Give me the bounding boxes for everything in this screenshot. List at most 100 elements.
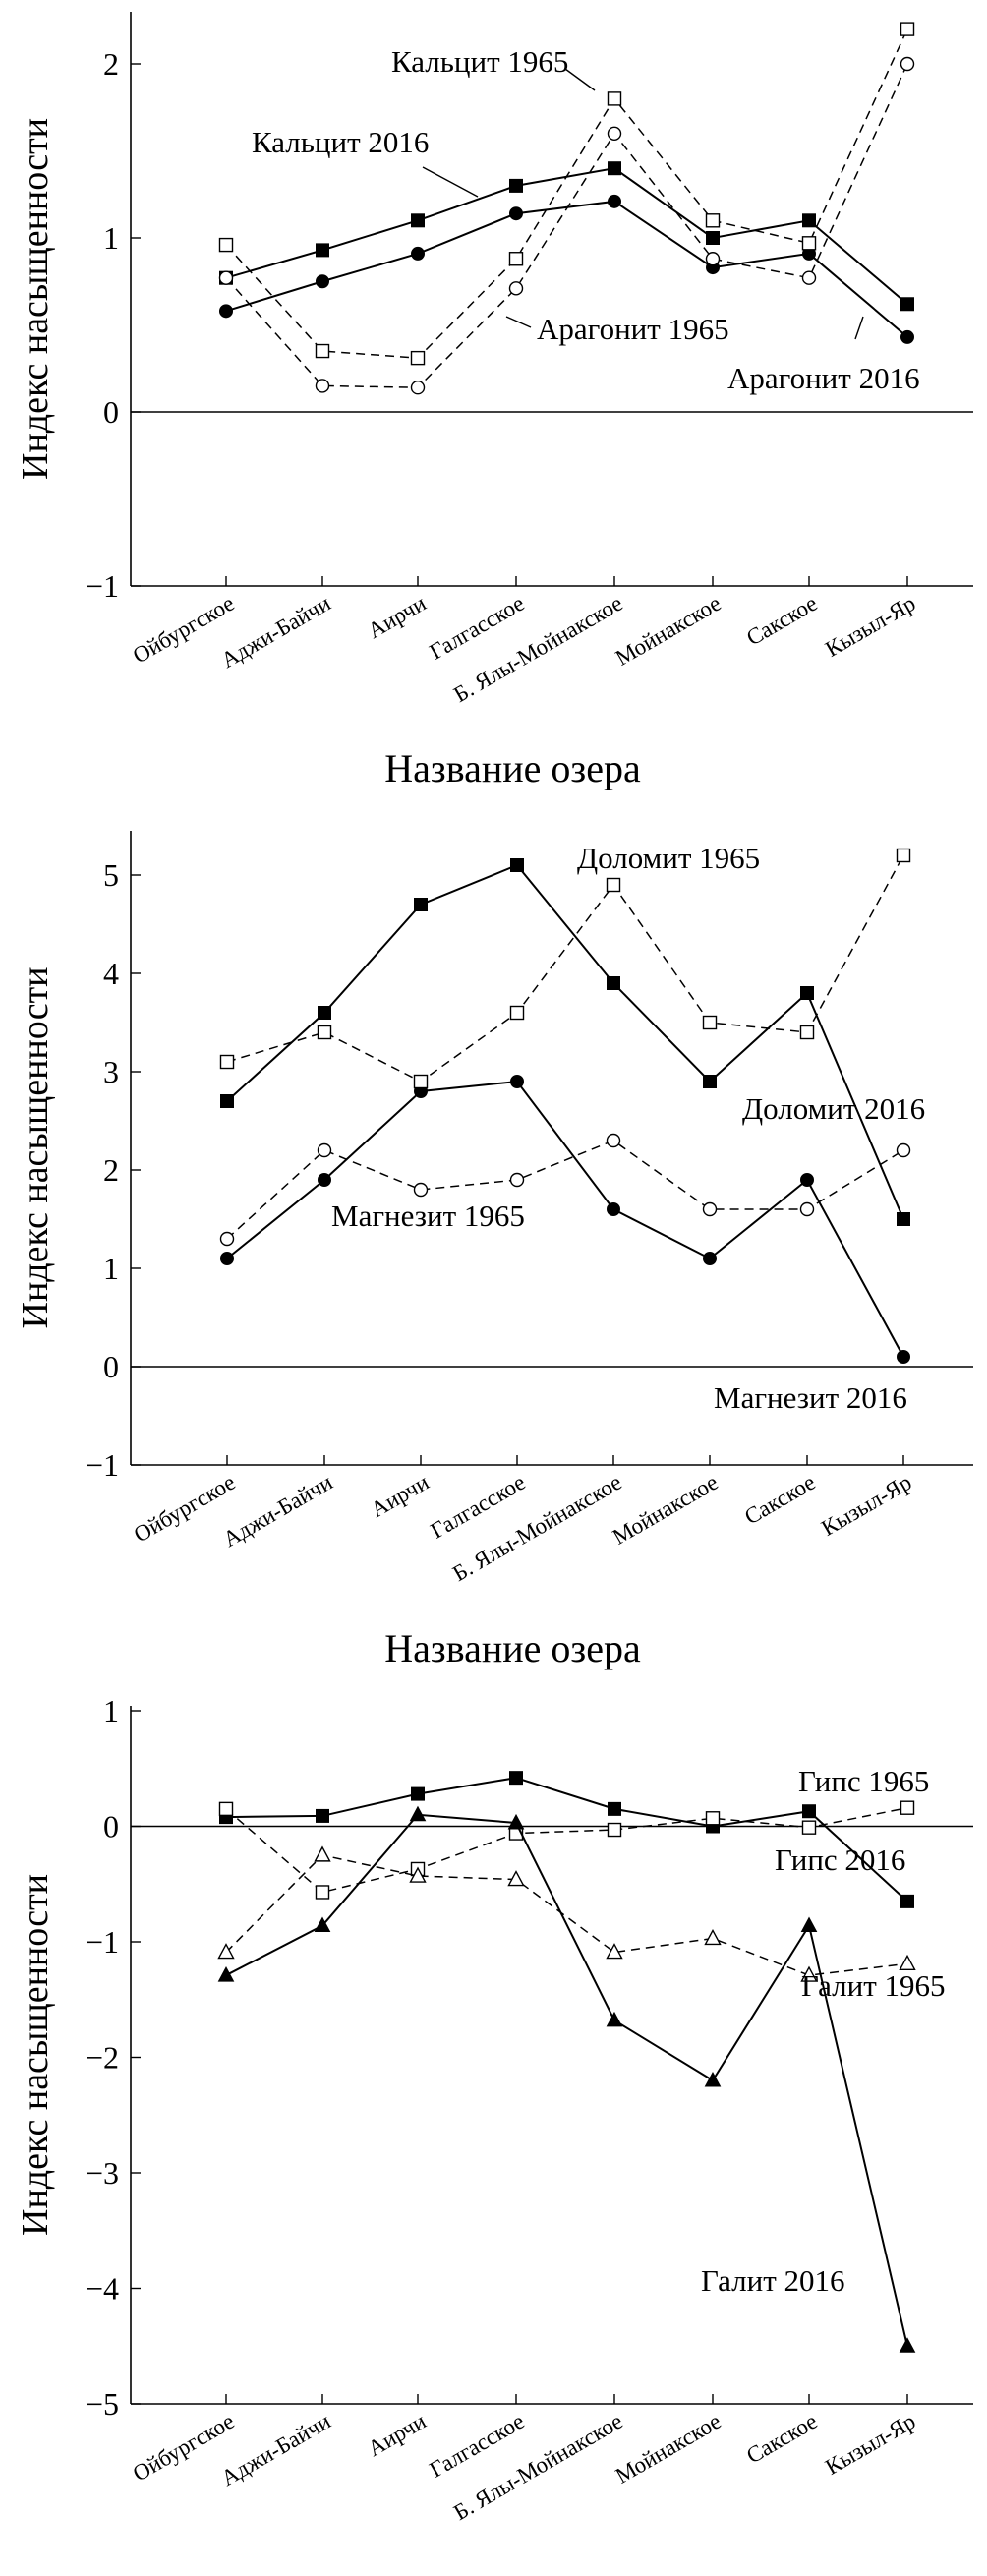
plot-frame [130,831,973,1466]
data-point [705,213,721,228]
data-point [900,1894,914,1908]
data-point [217,1943,235,1960]
x-tick-label: Сакское [740,1470,819,1530]
x-axis-title: Название озера [384,1626,641,1670]
annotation-leader [505,316,532,328]
series-annotation: Галит 1965 [801,1968,946,2003]
data-point [899,2337,916,2353]
data-point [507,1870,525,1887]
y-tick-label: −5 [86,2386,119,2422]
data-point [703,1075,717,1088]
data-point [896,848,911,863]
data-point [608,1801,621,1816]
data-point [800,1173,814,1187]
data-point [508,281,524,296]
data-point [219,304,233,319]
series-annotation: Магнезит 1965 [331,1199,525,1233]
y-tick-label: 5 [103,857,119,893]
series-3 [218,56,915,395]
series-annotation: Кальцит 2016 [252,125,429,159]
plot-frame [130,1706,973,2405]
data-point [316,1808,329,1823]
y-tick-label: 0 [103,394,119,430]
x-tick-label: Кызыл-Яр [821,591,919,662]
series-annotation: Доломит 1965 [577,841,760,875]
x-tick-label: Мойнакское [611,591,726,671]
data-point [897,1350,910,1364]
data-point [316,243,329,258]
data-point [705,1811,721,1826]
series-2 [219,848,911,1089]
annotation-leader [854,316,864,340]
data-point [900,56,915,72]
data-point [218,270,234,285]
data-point [608,194,621,208]
data-point [413,1182,429,1198]
series-annotation: Гипс 1965 [798,1764,929,1798]
y-tick-label: 1 [103,1693,119,1728]
x-tick-label: Аджи-Байчи [217,591,335,673]
y-tick-label: 2 [103,46,119,82]
x-tick-label: Б. Ялы-Мойнакское [449,591,626,707]
series-1 [218,1800,915,1900]
annotation-leader [564,68,596,91]
series-1 [220,1075,910,1364]
series-line [225,1806,908,1894]
data-point [703,1252,717,1265]
data-point [317,1025,332,1040]
x-tick-label: Б. Ялы-Мойнакское [449,2409,626,2525]
data-point [800,1965,818,1982]
series-line [225,1777,908,1903]
data-point [607,1202,620,1216]
series-annotation: Кальцит 1965 [391,44,568,79]
data-point [411,246,425,261]
x-tick-label: Кызыл-Яр [817,1470,915,1541]
data-point [314,1916,331,1933]
y-tick-label: 0 [103,1809,119,1844]
plot-frame [130,12,973,587]
data-point [702,1201,718,1217]
x-axis-title: Название озера [384,2568,641,2576]
data-point [509,178,523,193]
data-point [318,1006,331,1020]
data-point [217,1966,235,1982]
data-point [896,1142,911,1158]
series-0 [219,1771,914,1908]
annotation-leader [422,166,479,198]
series-line [226,1080,904,1358]
data-point [608,161,621,176]
x-tick-label: Мойнакское [609,1470,723,1550]
data-point [606,1133,621,1148]
data-point [606,877,621,893]
data-point [507,1813,525,1830]
data-point [704,2071,722,2087]
y-tick-label: 1 [103,220,119,256]
y-tick-label: −2 [86,2040,119,2076]
x-tick-label: Аирчи [364,2409,431,2462]
series-0 [220,858,910,1226]
series-line [226,863,904,1220]
data-point [218,237,234,253]
data-point [801,1820,817,1835]
data-point [317,1142,332,1158]
series-3 [219,1133,911,1247]
data-point [897,1212,910,1226]
data-point [220,1252,234,1265]
series-1 [219,194,914,344]
data-point [706,231,720,245]
data-point [899,1954,916,1971]
series-annotation: Арагонит 1965 [537,312,729,346]
series-annotation: Магнезит 2016 [714,1380,907,1415]
x-tick-label: Аджи-Байчи [217,2409,335,2491]
x-axis-title: Название озера [384,746,641,790]
data-point [801,236,817,251]
data-point [315,1885,330,1900]
y-tick-label: −3 [86,2155,119,2191]
data-point [409,1866,427,1883]
y-tick-label: 4 [103,956,119,991]
data-point [900,22,915,36]
data-point [220,1094,234,1108]
data-point [508,252,524,266]
x-tick-label: Сакское [742,2409,821,2469]
